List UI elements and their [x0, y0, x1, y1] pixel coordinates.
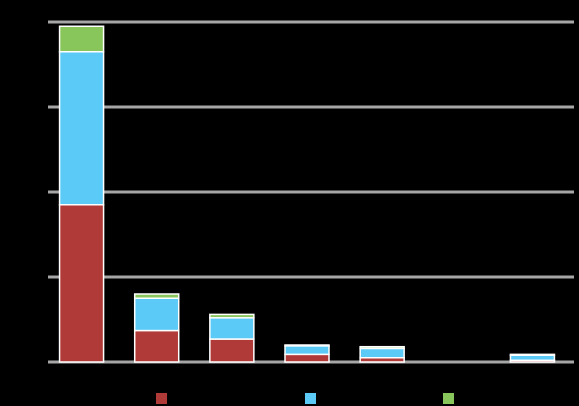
bar-segment: [58, 51, 105, 206]
legend-swatch: [443, 393, 454, 404]
gridlines: [48, 20, 574, 364]
bar-segment: [284, 353, 330, 363]
bar-segment: [133, 297, 180, 332]
legend-swatch: [156, 393, 167, 404]
bar-segment: [133, 293, 180, 299]
bar-segment: [359, 345, 405, 350]
bar-segment: [284, 345, 330, 356]
bar-segment: [133, 329, 180, 363]
bar-segment: [209, 338, 255, 363]
bar-segment: [58, 204, 105, 363]
bar-segment: [509, 354, 556, 362]
bar-segment: [359, 347, 405, 359]
bars: [58, 25, 556, 363]
legend: [156, 393, 454, 404]
bar-segment: [509, 353, 556, 356]
bar-segment: [209, 313, 255, 319]
bar-segment: [58, 25, 105, 53]
legend-swatch: [305, 393, 316, 404]
bar-segment: [284, 344, 330, 347]
bar-segment: [209, 317, 255, 340]
